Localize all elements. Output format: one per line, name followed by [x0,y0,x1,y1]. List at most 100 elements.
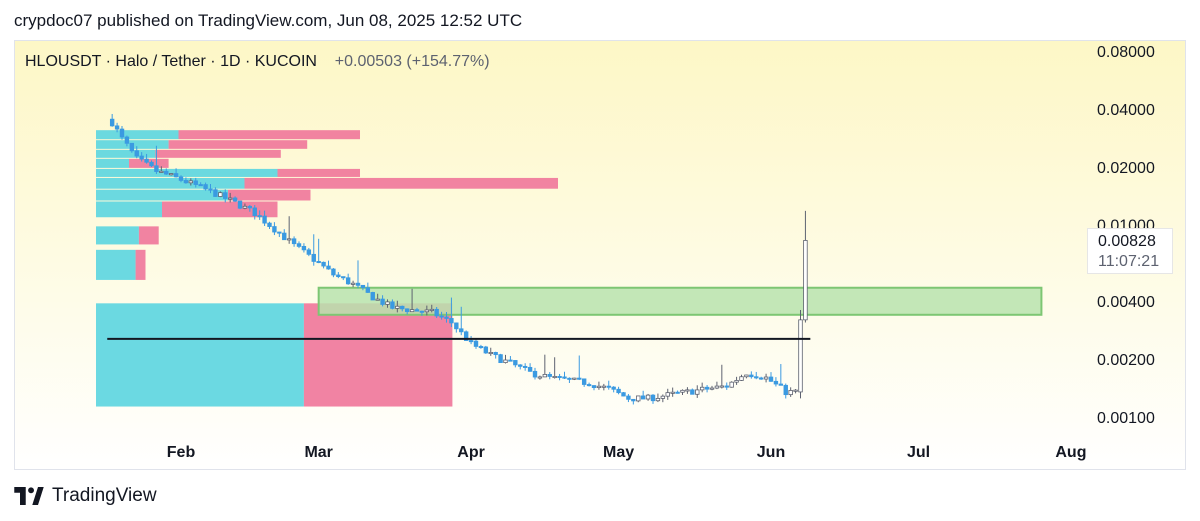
candle-body [650,394,656,402]
candle-body [783,384,788,396]
candle-body [331,268,336,276]
candle-body [803,240,808,321]
symbol-legend[interactable]: HLOUSDT · Halo / Tether · 1D · KUCOIN +0… [25,53,490,71]
candle-body [144,158,149,163]
candle-body [699,386,705,391]
time-axis[interactable]: Feb Mar Apr May Jun Jul Aug [167,444,1087,461]
candle-body [581,378,587,385]
candle-body [468,340,474,343]
candle-body [296,243,302,247]
candle-body [503,359,508,364]
candle-body [237,200,243,209]
candle-body [375,298,380,301]
candle-body [690,389,695,395]
candle-body [542,374,548,378]
candle-body [567,377,572,380]
y-tick-label: 0.00100 [1097,410,1155,427]
candle-body [193,180,198,185]
y-tick-label: 0.00400 [1097,294,1155,311]
candle-body [409,309,415,313]
candle-body [380,298,385,305]
candle-body [203,184,208,190]
y-tick-label: 0.04000 [1097,102,1155,119]
candle-body [798,319,803,393]
candle-body [552,375,557,378]
symbol-interval: 1D [220,53,241,70]
symbol-pair: Halo / Tether [115,53,206,70]
candle-body [513,360,518,366]
candle-body [547,374,552,377]
candle-body [208,188,213,191]
candle-body [227,197,233,200]
candle-body [164,170,169,175]
candle-body [729,381,734,388]
candle-body [473,340,479,347]
symbol-exchange: KUCOIN [254,53,317,70]
candle-body [508,359,513,362]
candle-body [262,215,267,224]
candle-body [355,282,361,286]
candle-body [400,305,405,310]
candle-body [311,253,316,262]
bar-countdown: 11:07:21 [1098,253,1160,270]
candle-body [213,189,218,197]
volume-profile-buy-bar [96,158,129,168]
candle-body [739,376,744,381]
volume-profile-buy-bar [96,177,245,189]
candle-body [557,375,562,378]
candle-body [321,261,326,267]
candle-body [444,316,449,319]
last-price-badge: 0.00828 11:07:21 [1087,228,1173,274]
candle-body [341,276,346,279]
candle-body [773,380,779,385]
tradingview-branding[interactable]: TradingView [14,484,157,508]
candle-body [252,207,257,216]
candle-body [316,261,321,264]
candle-body [621,392,626,397]
chart-canvas[interactable]: 0.080000.040000.020000.010000.004000.002… [15,41,1186,470]
candle-body [291,238,297,245]
volume-profile-sell-bar [135,249,146,280]
candle-body [286,238,292,241]
volume-profile-buy-bar [96,189,228,201]
candle-body [242,205,248,209]
x-tick-label: Apr [457,444,485,461]
legend-separator: · [244,53,255,70]
candle-body [419,310,425,313]
symbol-ticker: HLOUSDT [25,53,102,70]
volume-profile-buy-bar [96,168,278,177]
candle-body [493,352,498,356]
candle-body [636,395,641,402]
candle-body [178,176,184,181]
candle-body [483,346,489,354]
candle-body [149,161,154,167]
candle-body [282,232,287,241]
volume-profile-buy-bar [96,201,162,218]
candle-body [611,386,616,390]
volume-profile-sell-bar [178,130,360,140]
candle-body [793,389,798,392]
candle-body [532,370,538,378]
volume-profile-sell-bar [303,303,453,407]
candle-body [631,398,636,402]
volume-profile-sell-bar [168,140,308,149]
candle-body [660,395,666,399]
candle-body [459,328,464,333]
candle-body [449,318,454,324]
candle-body [223,192,228,199]
candle-body [277,231,282,234]
candle-body [596,385,602,389]
candle-body [626,395,631,400]
volume-profile-sell-bar [277,168,360,177]
volume-profile-buy-bar [96,149,156,158]
candle-body [675,391,680,394]
chart-area[interactable]: 0.08000 0.04000 0.02000 0.01000 0.00400 0.002… [14,40,1186,470]
candle-body [704,386,710,390]
candle-body [114,125,120,130]
candle-body [719,385,725,388]
candle-body [562,376,567,379]
x-tick-label: Jun [757,444,785,461]
demand-zone-layer [317,286,1043,316]
candle-body [695,389,700,395]
candle-body [272,226,277,233]
